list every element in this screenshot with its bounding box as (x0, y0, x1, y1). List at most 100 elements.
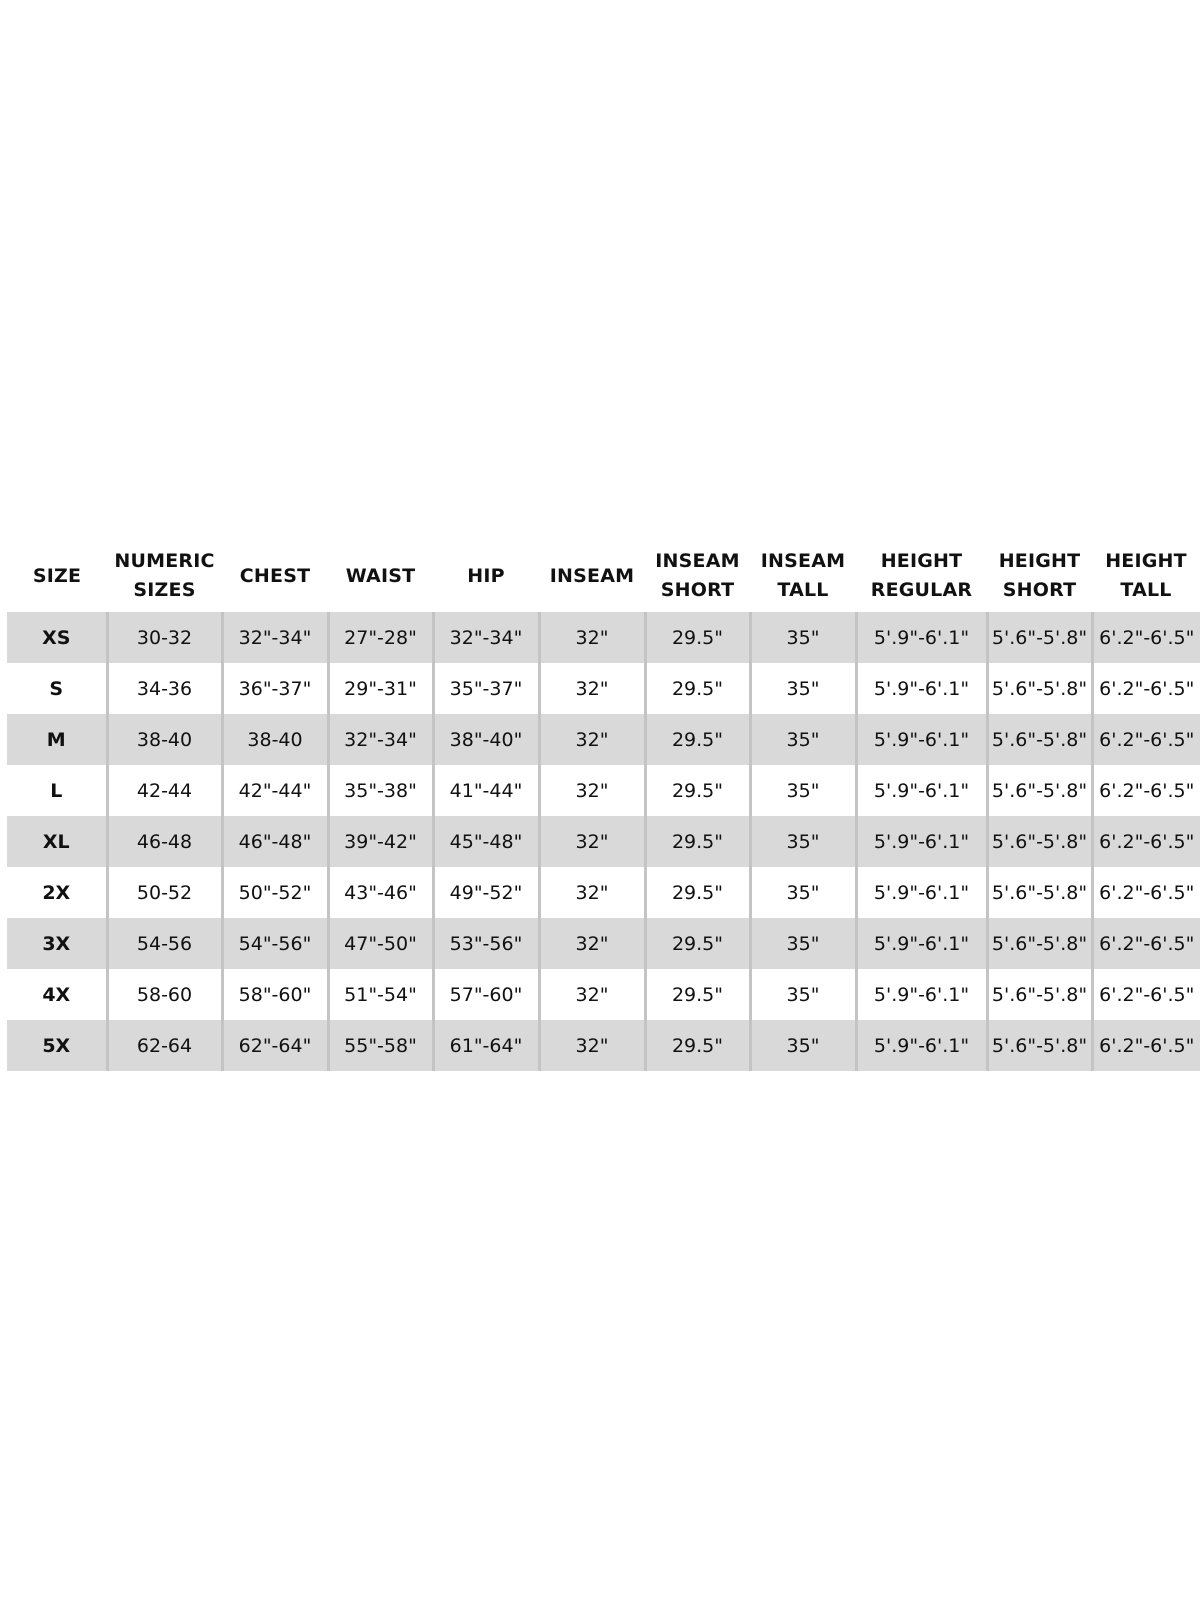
table-cell: 32" (537, 765, 645, 816)
table-cell: 29.5" (643, 918, 750, 969)
table-cell: 46"-48" (220, 816, 328, 867)
table-cell: 5'.6"-5'.8" (985, 969, 1092, 1020)
table-cell: 45"-48" (431, 816, 539, 867)
column-header-line: HEIGHT (998, 550, 1081, 572)
size-label-cell: XL (7, 816, 107, 867)
table-cell: 5'.9"-6'.1" (854, 867, 987, 918)
table-cell: 58"-60" (220, 969, 328, 1020)
table-cell: 35" (748, 714, 856, 765)
table-cell: 35" (748, 816, 856, 867)
table-cell: 32" (537, 1020, 645, 1071)
table-cell: 6'.2"-6'.5" (1090, 1020, 1200, 1071)
table-cell: 5'.6"-5'.8" (985, 612, 1092, 663)
size-label-cell: 5X (7, 1020, 107, 1071)
table-cell: 35" (748, 612, 856, 663)
table-cell: 30-32 (105, 612, 222, 663)
table-cell: 57"-60" (431, 969, 539, 1020)
table-cell: 6'.2"-6'.5" (1090, 612, 1200, 663)
table-cell: 35" (748, 663, 856, 714)
table-cell: 35" (748, 1020, 856, 1071)
table-cell: 5'.9"-6'.1" (854, 969, 987, 1020)
column-header-line: WAIST (345, 564, 416, 587)
column-header: WAIST (328, 540, 433, 612)
column-header: NUMERIC SIZES (107, 540, 222, 612)
table-cell: 29.5" (643, 816, 750, 867)
table-cell: 42"-44" (220, 765, 328, 816)
table-cell: 34-36 (105, 663, 222, 714)
table-cell: 32" (537, 867, 645, 918)
table-cell: 32" (537, 612, 645, 663)
table-cell: 5'.6"-5'.8" (985, 765, 1092, 816)
table-cell: 29.5" (643, 714, 750, 765)
column-header-line: REGULAR (870, 579, 973, 601)
column-header-line: NUMERIC (114, 550, 215, 572)
column-header: INSEAM (539, 540, 645, 612)
column-header: INSEAM SHORT (645, 540, 750, 612)
column-header-line: SIZE (32, 564, 82, 587)
table-cell: 5'.9"-6'.1" (854, 765, 987, 816)
column-header: CHEST (222, 540, 328, 612)
table-cell: 35" (748, 867, 856, 918)
table-cell: 49"-52" (431, 867, 539, 918)
table-cell: 32" (537, 663, 645, 714)
table-cell: 41"-44" (431, 765, 539, 816)
column-header-line: SHORT (660, 579, 735, 601)
table-cell: 32" (537, 918, 645, 969)
table-cell: 35"-38" (326, 765, 433, 816)
column-header: SIZE (7, 540, 107, 612)
table-cell: 27"-28" (326, 612, 433, 663)
table-cell: 5'.6"-5'.8" (985, 663, 1092, 714)
table-cell: 62"-64" (220, 1020, 328, 1071)
table-cell: 6'.2"-6'.5" (1090, 867, 1200, 918)
table-cell: 53"-56" (431, 918, 539, 969)
table-cell: 46-48 (105, 816, 222, 867)
size-chart-table: SIZE NUMERIC SIZES CHEST WAIST HIP INSEAM INSEA… (7, 540, 1200, 1071)
table-cell: 32" (537, 816, 645, 867)
table-cell: 5'.6"-5'.8" (985, 918, 1092, 969)
table-cell: 54"-56" (220, 918, 328, 969)
table-cell: 39"-42" (326, 816, 433, 867)
table-cell: 35" (748, 918, 856, 969)
column-header-line: HEIGHT (880, 550, 963, 572)
header-row: SIZE NUMERIC SIZES CHEST WAIST HIP INSEAM INSEA… (7, 540, 1200, 612)
column-header-line: INSEAM (655, 550, 740, 572)
column-header: HEIGHT SHORT (987, 540, 1092, 612)
column-header-line: CHEST (239, 564, 311, 587)
column-header: HEIGHT TALL (1092, 540, 1200, 612)
table-cell: 5'.9"-6'.1" (854, 663, 987, 714)
table-cell: 29"-31" (326, 663, 433, 714)
table-cell: 35"-37" (431, 663, 539, 714)
table-cell: 42-44 (105, 765, 222, 816)
size-label-cell: 3X (7, 918, 107, 969)
table-cell: 32" (537, 714, 645, 765)
table-cell: 47"-50" (326, 918, 433, 969)
column-header-line: TALL (1120, 579, 1172, 601)
column-header: INSEAM TALL (750, 540, 856, 612)
column-header-line: INSEAM (760, 550, 846, 572)
table-cell: 38"-40" (431, 714, 539, 765)
table-row: L 42-44 42"-44" 35"-38" 41"-44" 32" 29.5" 35" 5'… (7, 765, 1200, 816)
table-cell: 29.5" (643, 663, 750, 714)
column-header: HIP (433, 540, 539, 612)
table-cell: 6'.2"-6'.5" (1090, 918, 1200, 969)
table-row: XS 30-32 32"-34" 27"-28" 32"-34" 32" 29.5" 35" 5… (7, 612, 1200, 663)
table-cell: 29.5" (643, 1020, 750, 1071)
table-row: XL 46-48 46"-48" 39"-42" 45"-48" 32" 29.5" 35" 5… (7, 816, 1200, 867)
column-header: HEIGHT REGULAR (856, 540, 987, 612)
table-cell: 38-40 (220, 714, 328, 765)
column-header-line: SIZES (133, 579, 196, 601)
table-cell: 32"-34" (326, 714, 433, 765)
column-header-line: TALL (777, 579, 829, 601)
column-header-line: HIP (467, 564, 505, 587)
table-cell: 5'.9"-6'.1" (854, 1020, 987, 1071)
column-header-line: SHORT (1002, 579, 1077, 601)
table-cell: 6'.2"-6'.5" (1090, 714, 1200, 765)
table-cell: 5'.6"-5'.8" (985, 714, 1092, 765)
table-cell: 29.5" (643, 612, 750, 663)
table-cell: 6'.2"-6'.5" (1090, 765, 1200, 816)
table-cell: 38-40 (105, 714, 222, 765)
table-cell: 5'.9"-6'.1" (854, 816, 987, 867)
table-cell: 58-60 (105, 969, 222, 1020)
table-cell: 35" (748, 765, 856, 816)
table-cell: 32"-34" (220, 612, 328, 663)
